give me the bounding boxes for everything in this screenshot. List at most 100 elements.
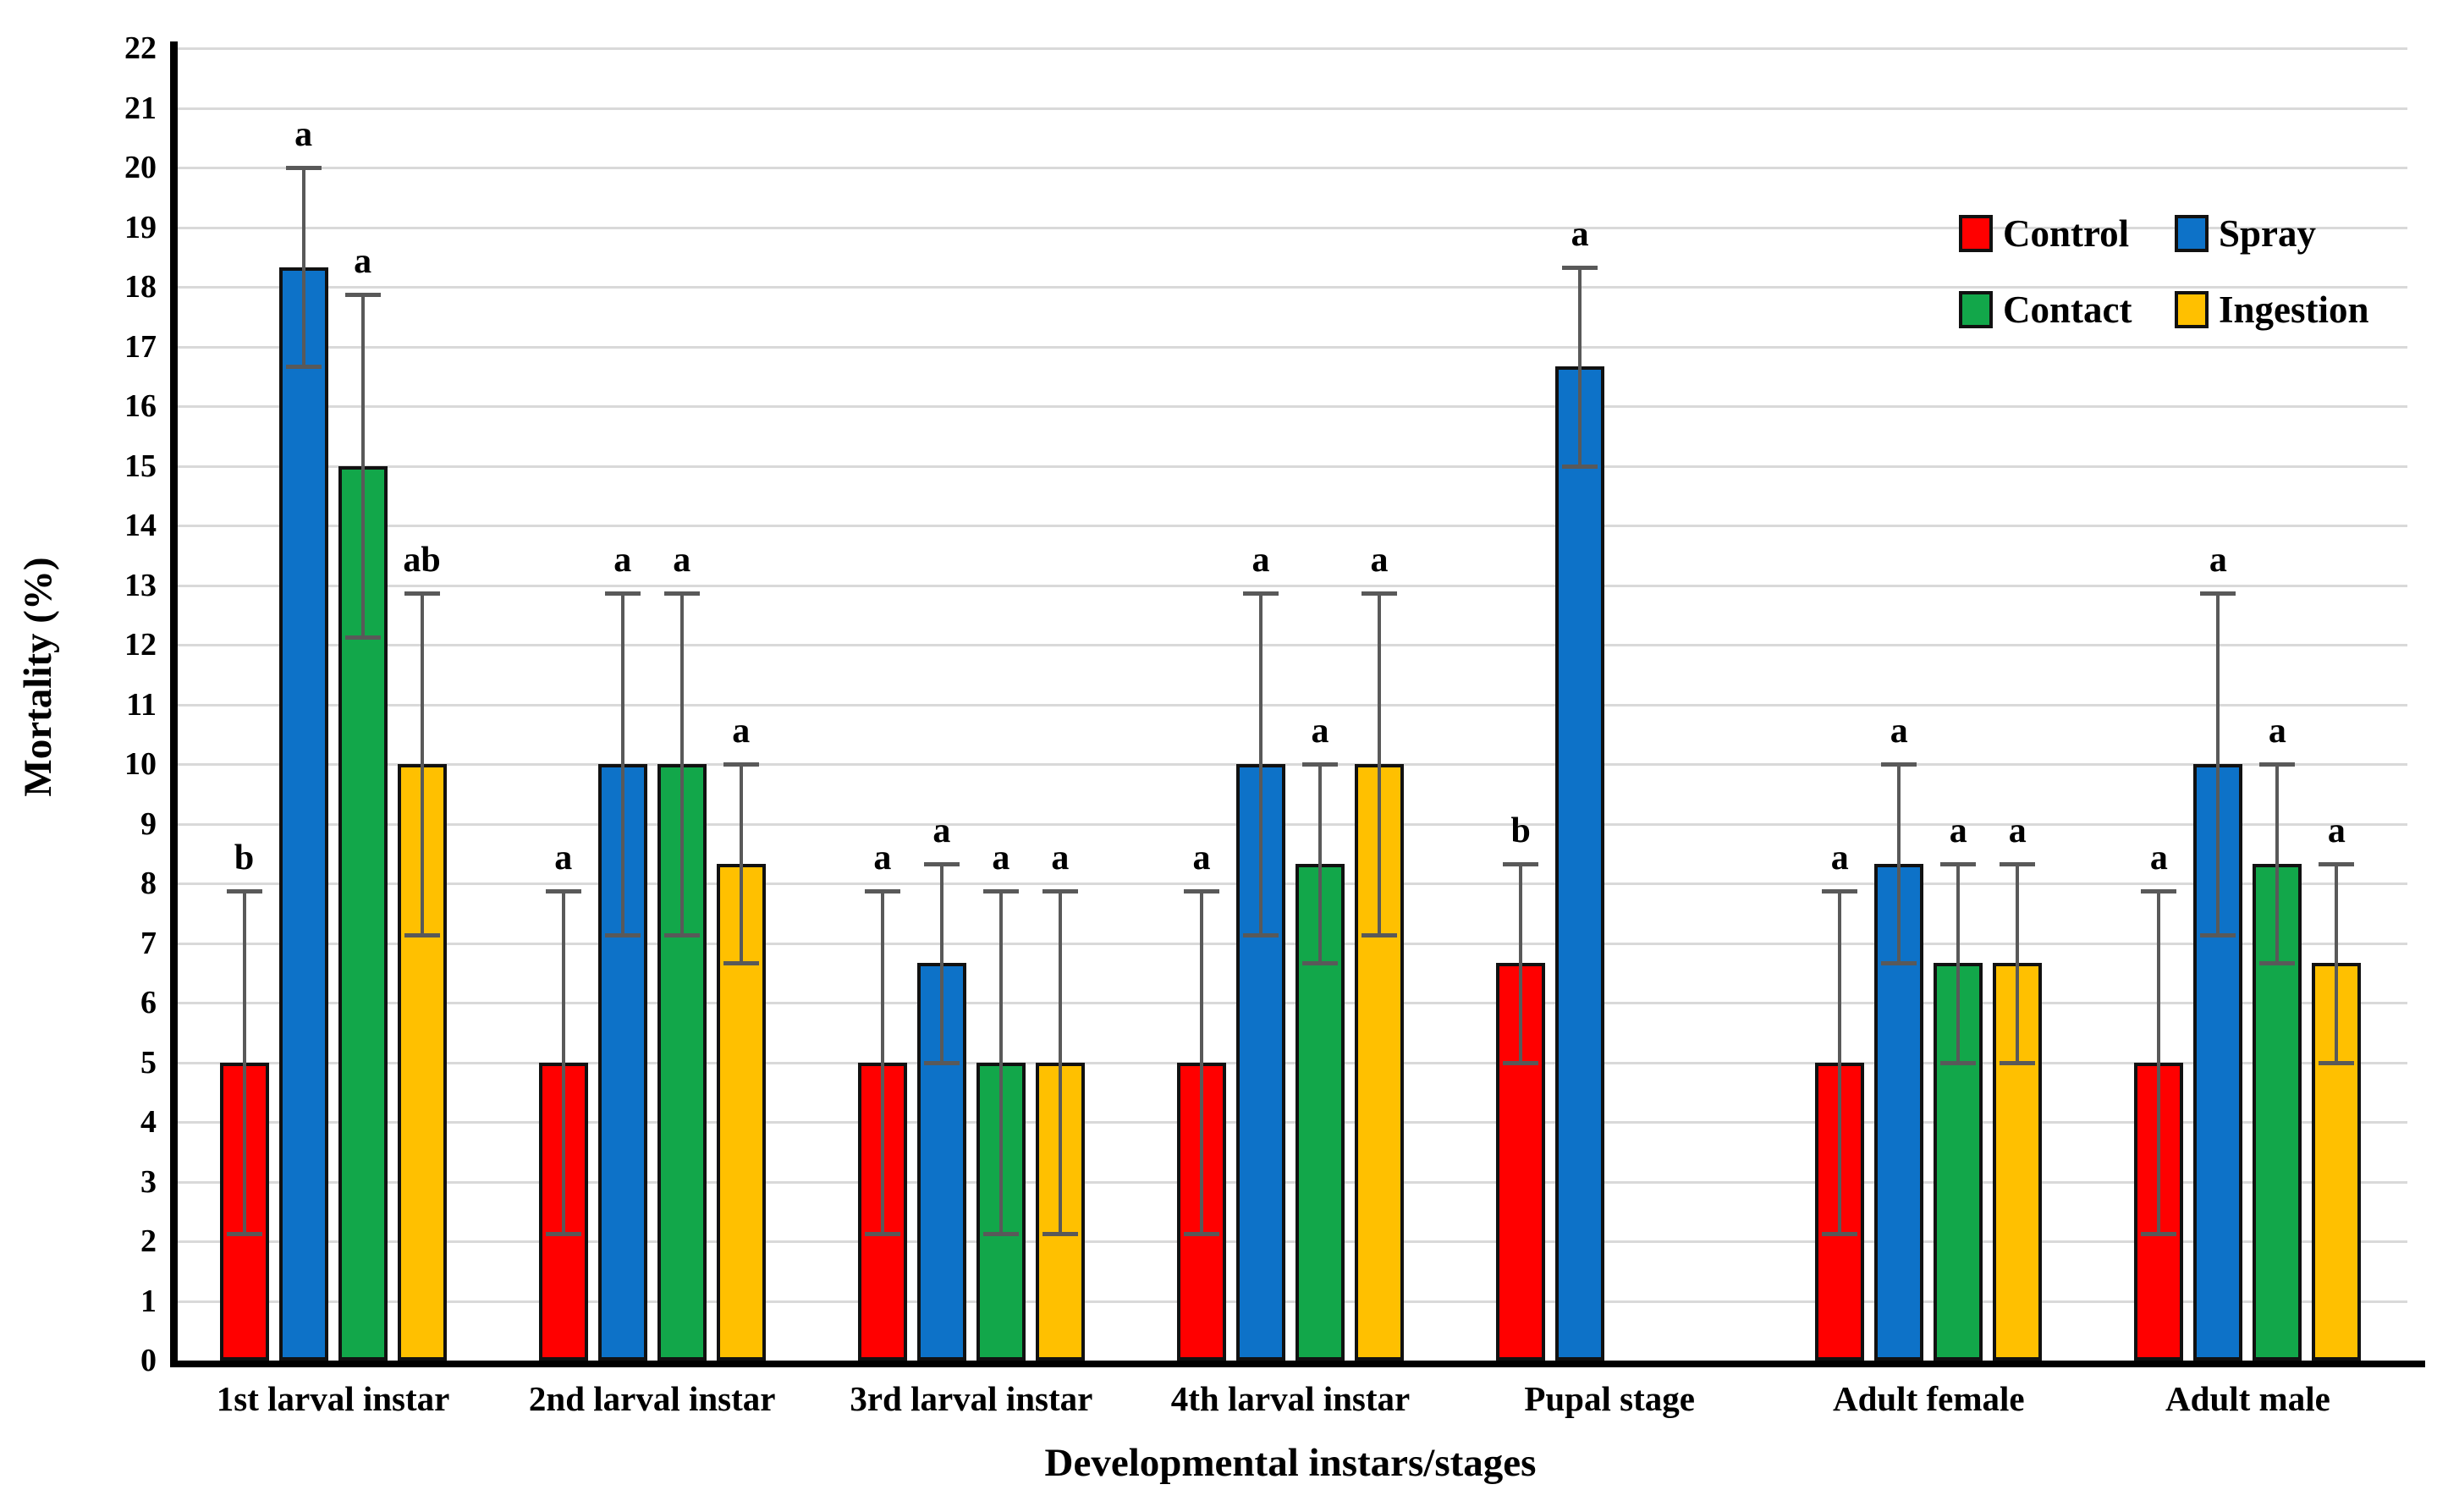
error-cap-bottom [226,1231,262,1236]
error-cap-top [1362,591,1397,596]
legend-swatch-spray [2175,215,2209,252]
significance-letter: a [1252,540,1270,580]
error-cap-bottom [604,933,641,938]
gridline-y22 [177,47,2407,50]
error-bar-contact-group1 [360,294,365,637]
error-cap-bottom [864,1231,900,1236]
legend-label: Ingestion [2219,289,2369,331]
error-cap-bottom [1881,960,1917,965]
error-cap-top [1562,265,1598,270]
x-tick-label: 3rd larval instar [850,1379,1093,1418]
legend-item-control: Control [1959,213,2175,254]
error-cap-bottom [723,960,759,965]
error-bar-ingestion-group1 [420,592,424,936]
error-bar-spray-group1 [301,168,305,366]
significance-letter: a [1311,712,1329,751]
error-cap-bottom [923,1060,960,1065]
y-tick-label-19: 19 [124,209,157,245]
gridline-y6 [177,1002,2407,1004]
error-cap-bottom [2200,933,2236,938]
error-cap-top [1822,889,1858,894]
error-cap-top [2141,889,2177,894]
y-tick-label-6: 6 [140,985,157,1020]
y-tick-label-7: 7 [140,925,157,961]
x-tick-label: 4th larval instar [1170,1379,1411,1418]
error-cap-top [1881,762,1917,767]
legend-label: Control [2003,212,2130,255]
error-cap-bottom [285,364,322,369]
gridline-y13 [177,584,2407,587]
bar-spray-group5 [1555,366,1605,1361]
bar-spray-group1 [278,267,328,1361]
x-tick-label: Pupal stage [1524,1379,1695,1418]
error-cap-top [2319,861,2355,866]
legend: Control Spray Contact Ingestion [1959,213,2433,330]
error-cap-top [1184,889,1219,894]
y-tick-label-5: 5 [140,1044,157,1080]
significance-letter: a [992,838,1010,878]
error-bar-contact-group4 [1318,764,1322,963]
error-cap-bottom [2000,1060,2036,1065]
error-cap-top [723,762,759,767]
x-tick-label: 1st larval instar [216,1379,450,1418]
error-cap-top [344,293,381,298]
error-cap-top [1302,762,1338,767]
significance-letter: a [2209,540,2227,580]
legend-item-contact: Contact [1959,289,2175,330]
significance-letter: a [1830,838,1849,878]
y-tick-label-12: 12 [124,627,157,663]
significance-letter: b [1510,811,1531,850]
significance-letter: a [354,242,372,282]
error-cap-bottom [1243,933,1279,938]
error-bar-spray-group6 [1897,764,1901,963]
error-cap-bottom [663,933,700,938]
error-bar-ingestion-group3 [1058,891,1062,1234]
error-bar-control-group7 [2157,891,2161,1234]
y-tick-label-8: 8 [140,866,157,901]
x-axis-line [170,1361,2425,1367]
x-tick-label: Adult female [1832,1379,2025,1418]
y-tick-label-2: 2 [140,1223,157,1259]
legend-item-spray: Spray [2175,213,2420,254]
x-tick-label: Adult male [2165,1379,2330,1418]
error-cap-bottom [2141,1231,2177,1236]
error-cap-top [864,889,900,894]
error-cap-top [2259,762,2296,767]
error-bar-ingestion-group6 [2016,863,2020,1063]
y-tick-label-18: 18 [124,269,157,305]
gridline-y4 [177,1121,2407,1124]
significance-letter: a [2268,712,2286,751]
error-cap-bottom [1503,1060,1539,1065]
error-cap-bottom [982,1231,1019,1236]
gridline-y2 [177,1240,2407,1243]
gridline-y8 [177,882,2407,885]
significance-letter: a [2008,811,2027,850]
x-axis-title: Developmental instars/stages [1044,1441,1537,1485]
y-tick-label-14: 14 [124,508,157,543]
error-bar-spray-group4 [1259,592,1263,936]
y-tick-label-17: 17 [124,328,157,365]
error-bar-spray-group5 [1578,267,1582,466]
y-tick-label-21: 21 [124,90,157,126]
error-cap-top [663,591,700,596]
error-bar-contact-group7 [2275,764,2280,963]
significance-letter: a [613,540,632,580]
significance-letter: a [1051,838,1070,878]
significance-letter: a [554,838,573,878]
legend-swatch-ingestion [2175,291,2209,328]
error-bar-contact-group6 [1956,863,1961,1063]
error-cap-bottom [1302,960,1338,965]
y-axis-line [170,41,178,1366]
legend-swatch-control [1959,215,1993,252]
error-cap-top [1503,861,1539,866]
error-cap-bottom [1562,464,1598,469]
error-bar-control-group2 [561,891,565,1234]
y-tick-label-11: 11 [126,686,157,723]
error-bar-control-group1 [242,891,246,1234]
gridline-y15 [177,465,2407,468]
y-tick-label-0: 0 [140,1343,157,1378]
legend-item-ingestion: Ingestion [2175,289,2420,330]
error-cap-top [1042,889,1078,894]
gridline-y3 [177,1180,2407,1184]
gridline-y16 [177,405,2407,408]
